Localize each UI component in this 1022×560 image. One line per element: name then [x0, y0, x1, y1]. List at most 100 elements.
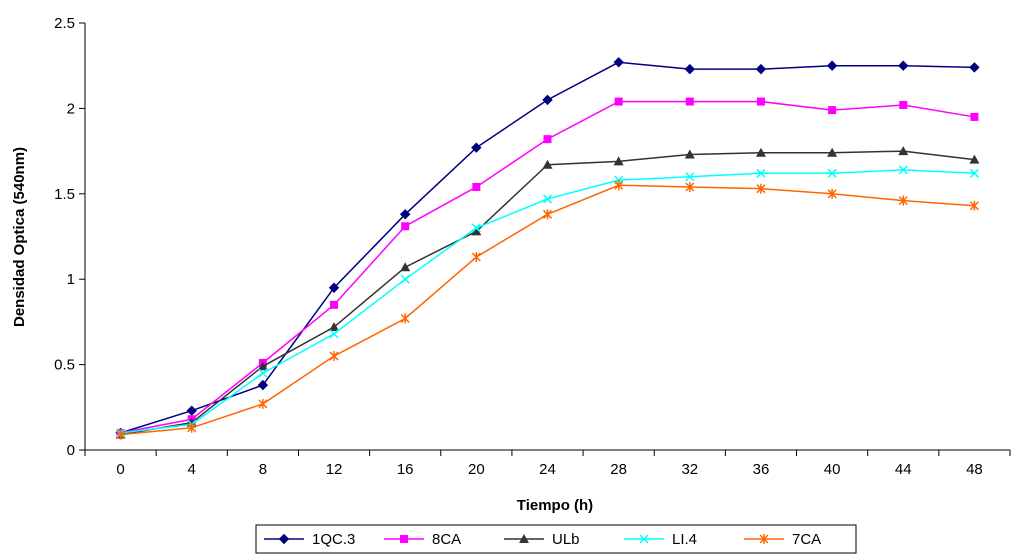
- y-tick-label: 0: [67, 442, 75, 459]
- series-line: [120, 184, 975, 436]
- data-point: [756, 97, 765, 106]
- data-point: [542, 194, 553, 204]
- data-point: [969, 168, 979, 178]
- x-axis-title: Tiempo (h): [517, 497, 593, 514]
- data-point: [258, 398, 268, 409]
- data-point: [186, 405, 197, 416]
- x-tick-label: 20: [468, 461, 485, 478]
- data-point: [329, 329, 339, 339]
- data-point-stroke: [639, 534, 649, 544]
- legend-item: LI.4: [624, 531, 697, 548]
- data-point: [116, 429, 126, 440]
- data-point: [542, 209, 553, 220]
- x-tick-label: 24: [539, 461, 556, 478]
- legend-label: LI.4: [672, 531, 697, 548]
- x-tick-label: 4: [188, 461, 196, 478]
- y-axis-title: Densidad Optica (540nm): [11, 147, 28, 327]
- data-point-stroke: [969, 168, 979, 178]
- data-point: [756, 168, 766, 178]
- data-point-stroke: [258, 368, 268, 378]
- data-point: [258, 368, 268, 378]
- legend-item: 8CA: [384, 531, 461, 548]
- data-point: [471, 226, 482, 236]
- x-tick-label: 40: [824, 461, 841, 478]
- series-line: [120, 150, 975, 436]
- data-point-stroke: [471, 223, 481, 233]
- data-point: [472, 182, 481, 191]
- data-point: [827, 168, 837, 178]
- data-point: [826, 60, 838, 71]
- data-point: [471, 142, 482, 153]
- x-tick-label: 48: [966, 461, 983, 478]
- data-point: [639, 534, 649, 544]
- data-point: [278, 533, 290, 545]
- legend-item: 7CA: [744, 531, 821, 548]
- legend-label: 1QC.3: [312, 531, 355, 548]
- data-point: [400, 313, 410, 324]
- legend-item: ULb: [504, 531, 580, 548]
- data-point-stroke: [898, 165, 908, 175]
- data-point: [684, 63, 696, 75]
- legend-item: 1QC.3: [264, 531, 355, 548]
- series-ulb: [115, 146, 980, 439]
- data-point: [685, 97, 694, 106]
- x-tick-label: 16: [397, 461, 414, 478]
- data-point: [898, 60, 909, 71]
- axes: 00.511.522.50 4 8 12 16 20 24 28 32 36 40 44 48: [54, 15, 1011, 478]
- data-point: [759, 534, 769, 544]
- data-point: [328, 282, 340, 293]
- data-point: [685, 181, 695, 192]
- data-point: [399, 209, 411, 220]
- x-tick-label: 12: [326, 461, 343, 478]
- y-tick-label: 2.5: [54, 15, 75, 32]
- y-tick-label: 1.5: [54, 186, 75, 203]
- data-point-stroke: [685, 172, 695, 182]
- data-point: [755, 147, 766, 157]
- x-tick-label: 44: [895, 461, 912, 478]
- data-point: [400, 262, 411, 272]
- y-tick-label: 2: [67, 100, 75, 117]
- data-point: [898, 165, 908, 175]
- data-point: [827, 147, 838, 157]
- data-point: [756, 183, 766, 194]
- y-tick-label: 1: [67, 271, 75, 288]
- x-tick-label: 28: [610, 461, 627, 478]
- data-point: [898, 146, 909, 156]
- data-point: [969, 62, 980, 73]
- legend-label: 8CA: [432, 531, 461, 548]
- series-layer: [115, 57, 980, 440]
- data-point: [257, 361, 268, 371]
- data-point: [970, 112, 979, 121]
- data-point-stroke: [329, 329, 339, 339]
- data-point: [969, 154, 980, 164]
- data-point: [827, 188, 837, 199]
- data-point: [542, 94, 553, 106]
- legend-label: 7CA: [792, 531, 821, 548]
- data-point-stroke: [400, 274, 410, 284]
- data-point-stroke: [827, 168, 837, 178]
- data-point: [828, 106, 837, 115]
- data-point: [685, 172, 695, 182]
- data-point: [471, 251, 481, 262]
- x-tick-label: 0: [116, 461, 124, 478]
- legend-label: ULb: [552, 531, 580, 548]
- data-point: [471, 223, 481, 233]
- data-point: [898, 195, 908, 206]
- data-point: [400, 535, 408, 543]
- data-point: [613, 156, 624, 166]
- data-point: [187, 422, 197, 433]
- data-point: [543, 135, 552, 144]
- series-7ca: [116, 180, 979, 440]
- data-point: [755, 63, 767, 75]
- data-point: [614, 97, 623, 106]
- legend: 1QC.3 8CA ULb LI.4 7CA: [255, 524, 857, 554]
- data-point: [400, 274, 410, 284]
- data-point-stroke: [542, 194, 553, 204]
- data-point: [613, 57, 624, 68]
- data-point: [519, 534, 529, 543]
- data-point: [542, 159, 553, 169]
- data-point: [329, 322, 340, 332]
- data-point: [401, 222, 410, 231]
